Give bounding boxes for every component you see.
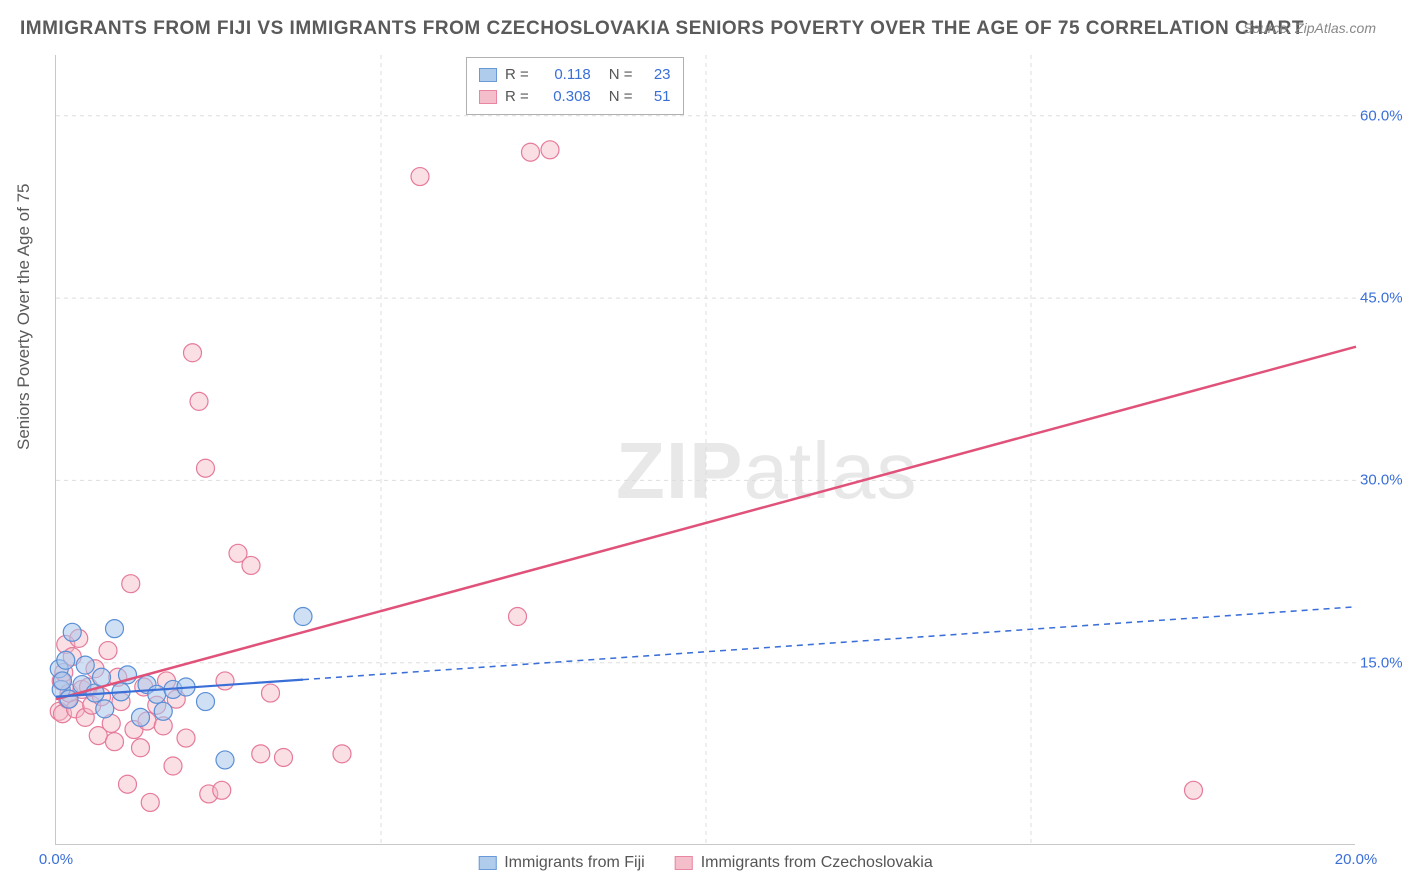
label-n: N = (609, 86, 633, 108)
czech-r-value: 0.308 (537, 86, 591, 108)
swatch-fiji (479, 68, 497, 82)
czech-n-value: 51 (641, 86, 671, 108)
legend-label-czech: Immigrants from Czechoslovakia (701, 854, 933, 872)
stats-legend: R = 0.118 N = 23 R = 0.308 N = 51 (466, 57, 684, 115)
fiji-n-value: 23 (641, 64, 671, 86)
label-r: R = (505, 64, 529, 86)
swatch-czech (675, 856, 693, 870)
series-legend: Immigrants from Fiji Immigrants from Cze… (478, 854, 933, 872)
y-tick-label: 30.0% (1360, 472, 1406, 489)
label-n: N = (609, 64, 633, 86)
source-label: Source: ZipAtlas.com (1243, 20, 1376, 36)
swatch-fiji (478, 856, 496, 870)
legend-label-fiji: Immigrants from Fiji (504, 854, 644, 872)
y-tick-label: 45.0% (1360, 290, 1406, 307)
scatter-plot-svg (56, 55, 1355, 844)
y-axis-label: Seniors Poverty Over the Age of 75 (14, 184, 34, 450)
y-tick-label: 15.0% (1360, 654, 1406, 671)
chart-title: IMMIGRANTS FROM FIJI VS IMMIGRANTS FROM … (20, 18, 1304, 40)
stats-row-czech: R = 0.308 N = 51 (479, 86, 671, 108)
swatch-czech (479, 90, 497, 104)
fiji-r-value: 0.118 (537, 64, 591, 86)
y-tick-label: 60.0% (1360, 107, 1406, 124)
legend-item-fiji: Immigrants from Fiji (478, 854, 644, 872)
x-tick-label: 20.0% (1335, 851, 1378, 868)
legend-item-czech: Immigrants from Czechoslovakia (675, 854, 933, 872)
chart-plot-area: ZIPatlas 15.0%30.0%45.0%60.0% 0.0%20.0% … (55, 55, 1355, 845)
label-r: R = (505, 86, 529, 108)
x-tick-label: 0.0% (39, 851, 73, 868)
stats-row-fiji: R = 0.118 N = 23 (479, 64, 671, 86)
